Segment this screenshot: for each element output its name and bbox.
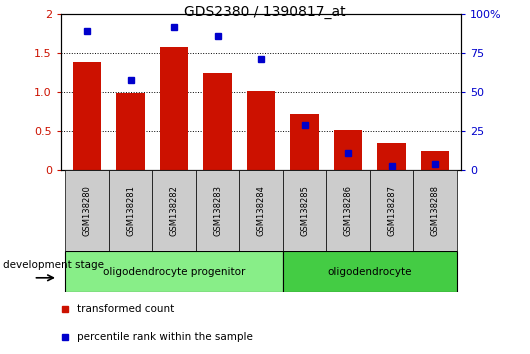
Bar [326, 170, 370, 251]
Text: development stage: development stage [3, 260, 104, 270]
Text: oligodendrocyte: oligodendrocyte [328, 267, 412, 277]
Bar [413, 170, 457, 251]
Text: GSM138286: GSM138286 [343, 185, 352, 236]
Text: GSM138283: GSM138283 [213, 185, 222, 236]
Text: GSM138285: GSM138285 [300, 185, 309, 236]
Bar [421, 151, 449, 170]
Text: GSM138282: GSM138282 [170, 185, 179, 236]
Bar [377, 143, 405, 170]
Bar [73, 62, 101, 170]
Bar [283, 170, 326, 251]
Bar [117, 93, 145, 170]
Text: GSM138284: GSM138284 [257, 185, 266, 236]
Text: GDS2380 / 1390817_at: GDS2380 / 1390817_at [184, 5, 346, 19]
Bar [239, 170, 283, 251]
Text: GSM138280: GSM138280 [83, 185, 92, 236]
Bar [283, 251, 457, 292]
Bar [204, 73, 232, 170]
Bar [65, 170, 109, 251]
Bar [152, 170, 196, 251]
Text: oligodendrocyte progenitor: oligodendrocyte progenitor [103, 267, 245, 277]
Bar [334, 130, 362, 170]
Text: GSM138287: GSM138287 [387, 185, 396, 236]
Bar [160, 47, 188, 170]
Text: GSM138281: GSM138281 [126, 185, 135, 236]
Text: GSM138288: GSM138288 [430, 185, 439, 236]
Bar [196, 170, 239, 251]
Bar [109, 170, 152, 251]
Text: transformed count: transformed count [77, 304, 174, 314]
Text: percentile rank within the sample: percentile rank within the sample [77, 332, 253, 342]
Bar [247, 91, 275, 170]
Bar [65, 251, 283, 292]
Bar [370, 170, 413, 251]
Bar [290, 114, 319, 170]
